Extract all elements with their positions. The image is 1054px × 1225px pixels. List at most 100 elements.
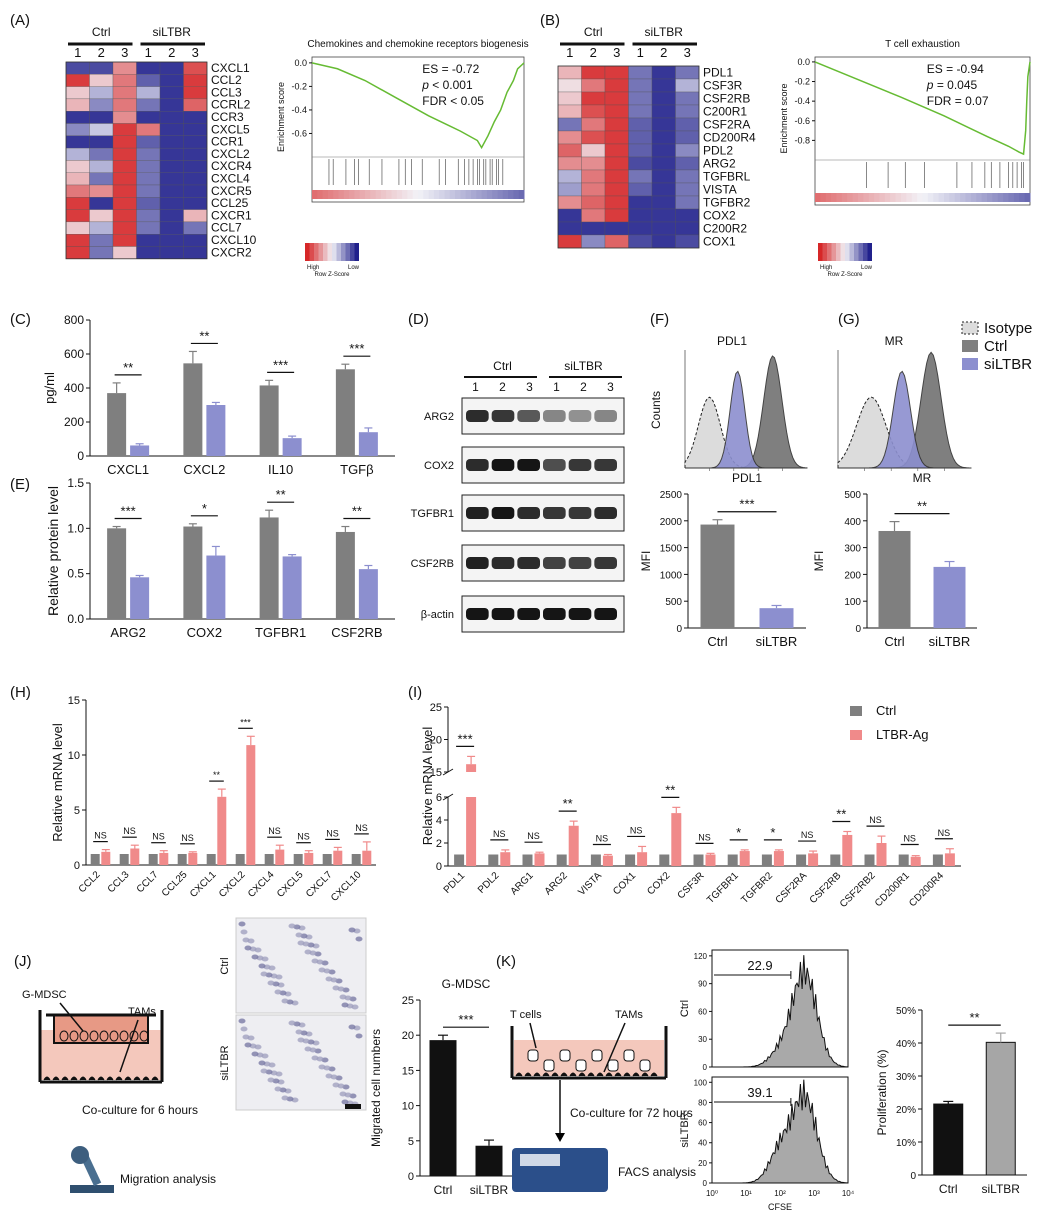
y-tick-label: 20% [896, 1105, 916, 1116]
heatmap-cell-A [136, 86, 161, 100]
blot-band-label: β-actin [421, 609, 454, 621]
zscore-legend-swatch [863, 243, 868, 261]
heatmap-cell-A [65, 74, 90, 87]
gsea-ytick-label: -0.4 [291, 105, 307, 115]
heatmap-gene-label: CXCR2 [211, 245, 252, 259]
heatmap-cell-B [581, 208, 606, 223]
heatmap-cell-A [183, 184, 208, 198]
bar-CXCL1-treated [217, 796, 227, 865]
k-tam-cell [623, 1072, 631, 1077]
blot-band-label: ARG2 [424, 411, 454, 423]
gsea-rank-bar [322, 190, 329, 199]
k-tcell-arrow [529, 1022, 537, 1049]
bar-CXCL2-treated [206, 405, 226, 456]
bar-CSF2RB2-ctrl [864, 854, 875, 866]
gsea-rank-bar [949, 193, 956, 202]
gsea-rank-bar [965, 193, 972, 202]
heatmap-cell-B [675, 104, 700, 119]
zscore-legend-swatch [831, 243, 836, 261]
bar-CD200R1-ctrl [898, 854, 909, 866]
zscore-legend-swatch [354, 243, 359, 261]
micrograph-cell [304, 1046, 312, 1052]
gsea-rank-bar [858, 193, 864, 202]
heatmap-cell-B [675, 195, 700, 210]
heatmap-cell-B [628, 221, 653, 236]
heatmap-gene-label: CCL3 [211, 85, 242, 99]
k-tcell-label: T cells [510, 1009, 542, 1021]
significance-mark: * [770, 825, 775, 840]
gsea-rank-bar [825, 193, 832, 202]
y-tick-label: 0 [77, 449, 84, 463]
micrograph-cell [281, 1095, 289, 1101]
gsea-rank-bar [433, 190, 440, 199]
k-tam-cell [596, 1072, 604, 1077]
k-tcell [575, 1059, 587, 1072]
category-label-CXCL4: CXCL4 [246, 869, 277, 900]
gsea-enrichment-curve [814, 61, 1031, 156]
y-axis-label: Relative mRNA level [50, 723, 65, 842]
y-tick-label: 200 [844, 570, 861, 581]
gsea-rank-bar [884, 193, 891, 202]
y-tick-label: 0 [910, 1171, 916, 1182]
scale-bar [345, 1104, 361, 1109]
category-label-CXCL2: CXCL2 [183, 462, 225, 477]
heatmap-cell-A [65, 246, 90, 259]
heatmap-cell-A [136, 221, 161, 235]
heatmap-cell-A [159, 98, 184, 112]
gsea-ytick-label: -0.6 [794, 116, 810, 126]
replicate-label: 1 [74, 45, 81, 60]
significance-mark: NS [326, 828, 339, 838]
gsea-rank-bar [976, 193, 983, 202]
gsea-rank-bar [460, 190, 467, 199]
blot-band [594, 459, 617, 471]
replicate-label: 2 [168, 45, 175, 60]
k-tam-cell [650, 1072, 658, 1077]
gsea-rank-bar [922, 193, 929, 202]
zscore-legend-swatch [318, 243, 323, 261]
y-tick-label: 1500 [660, 544, 683, 555]
bar-CXCL2-ctrl [183, 363, 203, 456]
significance-mark: *** [739, 497, 754, 512]
j-coculture-text: Co-culture for 6 hours [82, 1103, 198, 1117]
gsea-rank-bar [518, 190, 525, 199]
bar-CCL2-treated [101, 851, 111, 865]
heatmap-cell-A [65, 160, 90, 173]
y-tick-label: 5 [408, 1136, 414, 1148]
micrograph-label-siLTBR: siLTBR [219, 1045, 231, 1080]
blot-band-label: COX2 [424, 460, 454, 472]
gsea-rank-bar [492, 190, 498, 199]
k-flow-arrowhead [555, 1133, 565, 1142]
y-tick-label: 2500 [660, 490, 683, 501]
heatmap-cell-B [557, 143, 582, 158]
y-tick-label: 6 [436, 792, 442, 804]
gsea-rank-bar [1008, 193, 1015, 202]
y-tick-label: 300 [844, 544, 861, 555]
heatmap-cell-A [89, 98, 114, 112]
gsea-rank-bar [407, 190, 414, 199]
blot-band [568, 410, 592, 422]
gsea-rank-bar [927, 193, 934, 202]
heatmap-cell-B [651, 117, 676, 132]
heatmap-gene-label: CCRL2 [211, 98, 251, 112]
micrograph-cell [260, 971, 268, 977]
y-tick-label: 0 [74, 860, 80, 872]
microscope-base [70, 1185, 114, 1193]
bar-CSF3R-ltbr-ag [705, 854, 716, 866]
gsea-rank-bar [471, 190, 477, 199]
histogram-F-siltbr [685, 370, 807, 469]
category-label-siLTBR: siLTBR [756, 634, 798, 649]
bar-PDL1-ctrl [454, 854, 465, 866]
gsea-rank-bar [396, 190, 403, 199]
bar-CXCL1-ctrl [107, 393, 127, 456]
micrograph-cell [355, 1033, 363, 1039]
zscore-legend-swatch [858, 243, 863, 261]
cfse-xtick-label: 10³ [808, 1189, 820, 1198]
heatmap-cell-A [136, 197, 161, 210]
tam-cell [142, 1076, 150, 1081]
legend-high-label: High [820, 265, 832, 271]
heatmap-cell-B [581, 130, 606, 145]
heatmap-cell-A [183, 246, 208, 259]
blot-band [466, 557, 489, 569]
cfse-ytick-label: 40 [698, 1139, 707, 1148]
heatmap-cell-B [557, 78, 582, 93]
